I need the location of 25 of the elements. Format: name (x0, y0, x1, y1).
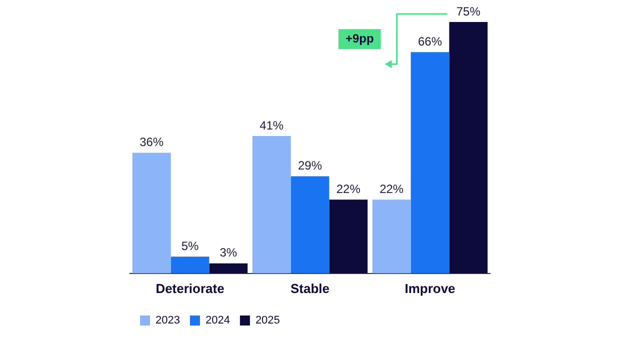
bar (209, 263, 248, 274)
bar (329, 200, 368, 274)
bar (252, 136, 291, 274)
x-tick-label: Deteriorate (156, 280, 224, 296)
data-label: 75% (456, 4, 481, 18)
bar (170, 256, 210, 274)
bar (132, 152, 171, 274)
data-label: 41% (260, 118, 284, 132)
data-label: 22% (336, 182, 361, 196)
legend-label: 2023 (156, 314, 180, 327)
data-label: 36% (140, 135, 164, 150)
bar (449, 22, 488, 274)
annotation: +9pp (345, 31, 374, 46)
bar (372, 200, 411, 274)
legend-label: 2024 (205, 314, 230, 327)
data-label: 29% (298, 158, 322, 173)
x-tick-label: Stable (290, 280, 330, 296)
bar (290, 176, 330, 274)
x-tick-label: Improve (404, 280, 456, 296)
bar (410, 52, 450, 274)
data-label: 5% (181, 238, 199, 253)
data-label: 22% (380, 182, 404, 196)
data-label: 3% (220, 246, 238, 260)
legend-label: 2025 (255, 314, 280, 327)
data-label: 66% (418, 34, 442, 48)
